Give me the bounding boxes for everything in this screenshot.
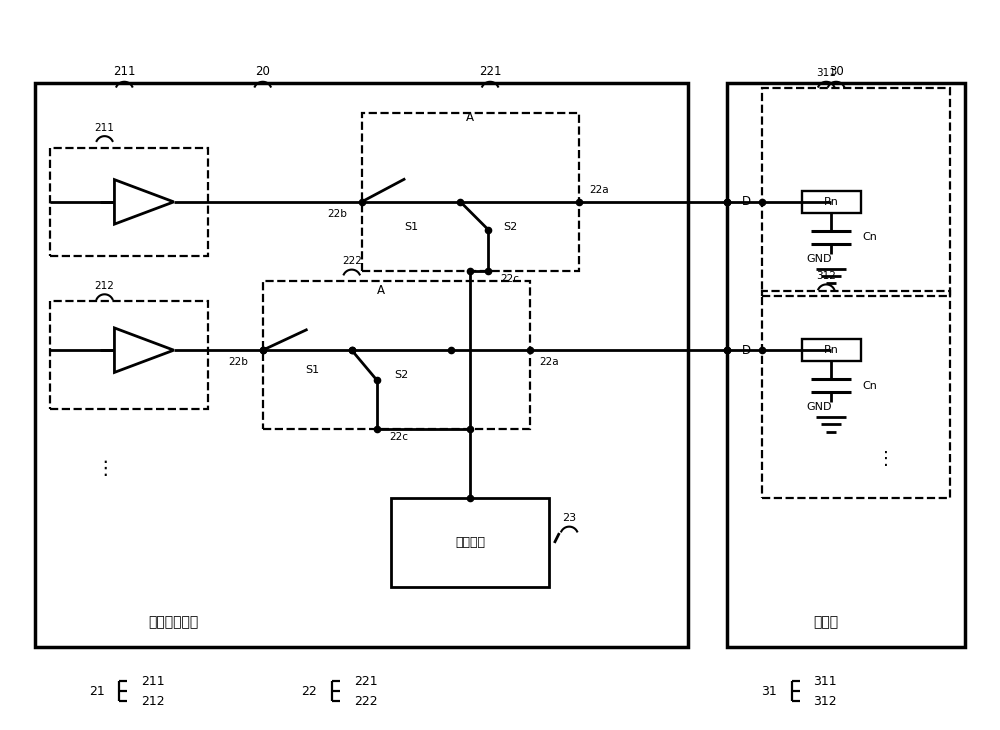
Bar: [802, 191, 861, 212]
Bar: [263, 281, 530, 429]
Bar: [762, 291, 950, 499]
Text: Cn: Cn: [863, 232, 878, 242]
Text: 30: 30: [829, 65, 843, 78]
Text: 222: 222: [342, 256, 362, 266]
Bar: [35, 83, 688, 647]
Text: 22c: 22c: [389, 432, 408, 442]
Bar: [362, 113, 579, 271]
Text: Rn: Rn: [824, 197, 839, 207]
Text: D: D: [742, 196, 751, 208]
Text: 312: 312: [816, 271, 836, 281]
Text: GND: GND: [806, 254, 832, 264]
Text: 221: 221: [479, 65, 501, 78]
Text: 21: 21: [89, 685, 105, 698]
Text: 22b: 22b: [327, 209, 347, 219]
Bar: [762, 88, 950, 296]
Text: ⋮: ⋮: [95, 459, 114, 478]
Text: 储能元件: 储能元件: [455, 537, 485, 550]
Text: S1: S1: [404, 222, 418, 231]
Text: 显示屏: 显示屏: [814, 615, 839, 629]
Text: 311: 311: [816, 69, 836, 78]
Text: A: A: [466, 112, 474, 124]
Text: 23: 23: [562, 513, 576, 523]
Text: S1: S1: [305, 365, 319, 375]
Text: 212: 212: [95, 281, 115, 291]
Text: 22a: 22a: [589, 185, 609, 195]
Text: 211: 211: [141, 675, 165, 688]
Text: ⋮: ⋮: [877, 450, 895, 468]
Text: GND: GND: [806, 402, 832, 412]
Text: 211: 211: [95, 123, 115, 133]
Bar: [802, 339, 861, 361]
Text: 211: 211: [113, 65, 136, 78]
Text: S2: S2: [503, 222, 517, 231]
Text: 22a: 22a: [540, 357, 559, 367]
Text: 31: 31: [761, 685, 777, 698]
Text: 22: 22: [301, 685, 317, 698]
Text: 311: 311: [813, 675, 837, 688]
Text: S2: S2: [394, 370, 408, 380]
Text: Rn: Rn: [824, 345, 839, 356]
Bar: [727, 83, 965, 647]
Text: 22b: 22b: [228, 357, 248, 367]
Text: Cn: Cn: [863, 381, 878, 391]
Text: 312: 312: [813, 695, 837, 707]
Text: 221: 221: [354, 675, 377, 688]
Text: 20: 20: [255, 65, 270, 78]
Text: 212: 212: [141, 695, 165, 707]
Text: 显示驱动电路: 显示驱动电路: [149, 615, 199, 629]
Text: D: D: [742, 344, 751, 357]
Bar: [50, 147, 208, 256]
Text: 22c: 22c: [500, 274, 519, 284]
Bar: [50, 301, 208, 410]
Bar: [391, 499, 549, 588]
Text: 222: 222: [354, 695, 377, 707]
Text: A: A: [377, 285, 385, 297]
